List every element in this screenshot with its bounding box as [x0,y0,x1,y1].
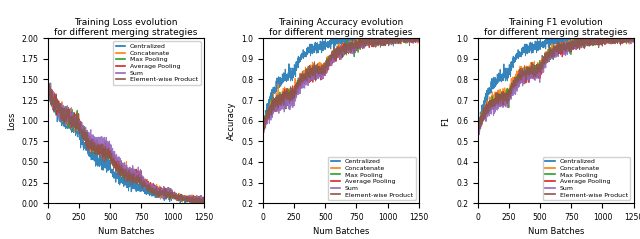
Legend: Centralized, Concatenate, Max Pooling, Average Pooling, Sum, Element-wise Produc: Centralized, Concatenate, Max Pooling, A… [543,157,630,200]
Title: Training Loss evolution
for different merging strategies: Training Loss evolution for different me… [54,18,198,38]
X-axis label: Num Batches: Num Batches [98,228,154,236]
Y-axis label: Loss: Loss [7,112,16,130]
Y-axis label: Accuracy: Accuracy [227,101,236,140]
X-axis label: Num Batches: Num Batches [527,228,584,236]
X-axis label: Num Batches: Num Batches [312,228,369,236]
Y-axis label: F1: F1 [442,116,451,126]
Title: Training F1 evolution
for different merging strategies: Training F1 evolution for different merg… [484,18,627,38]
Legend: Centralized, Concatenate, Max Pooling, Average Pooling, Sum, Element-wise Produc: Centralized, Concatenate, Max Pooling, A… [113,41,200,85]
Legend: Centralized, Concatenate, Max Pooling, Average Pooling, Sum, Element-wise Produc: Centralized, Concatenate, Max Pooling, A… [328,157,415,200]
Title: Training Accuracy evolution
for different merging strategies: Training Accuracy evolution for differen… [269,18,413,38]
